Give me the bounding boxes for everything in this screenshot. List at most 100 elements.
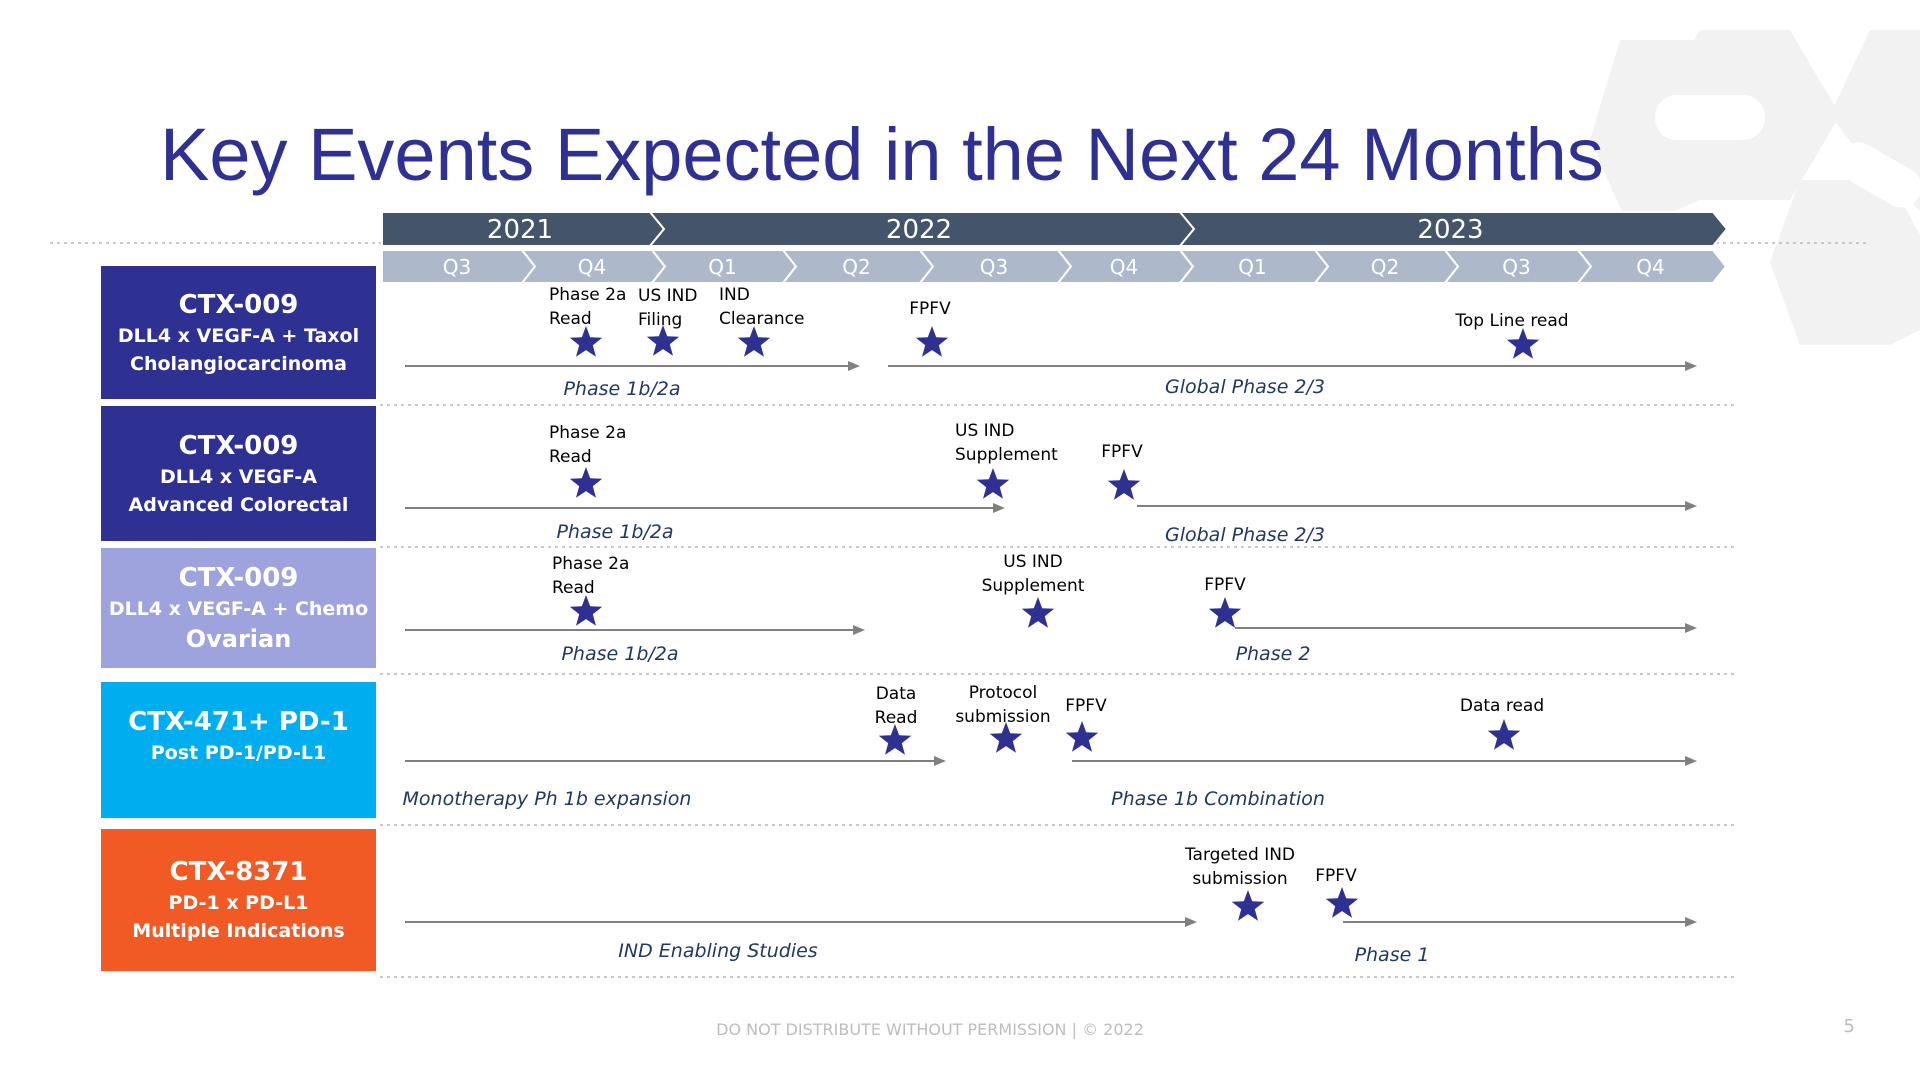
milestone-star-icon	[989, 722, 1023, 753]
year-label: 2022	[886, 215, 952, 245]
program-label-ctx-009-cholangiocarcinoma: CTX-009 DLL4 x VEGF-A + Taxol Cholangioc…	[101, 266, 376, 399]
program-label-ctx-009-colorectal: CTX-009 DLL4 x VEGF-A Advanced Colorecta…	[101, 406, 376, 541]
program-name: CTX-009	[178, 430, 299, 461]
event-label: FPFV	[1101, 442, 1143, 462]
event-label: FPFV	[909, 299, 951, 319]
event-label: Read	[549, 447, 592, 467]
phase-label: IND Enabling Studies	[618, 940, 818, 962]
milestone-star-icon	[1065, 721, 1099, 752]
year-label: 2023	[1417, 215, 1483, 245]
phase-label: Phase 1b/2a	[556, 521, 673, 543]
event-label: submission	[1192, 869, 1287, 889]
event-label: Read	[552, 578, 595, 598]
milestone-star-icon	[1208, 597, 1242, 628]
milestone-star-icon	[878, 724, 912, 755]
phase-label: Global Phase 2/3	[1165, 376, 1325, 398]
milestone-star-icon	[1506, 328, 1540, 359]
program-desc-line1: DLL4 x VEGF-A + Taxol	[117, 324, 360, 347]
program-name: CTX-8371	[169, 857, 308, 887]
event-label: Data read	[1460, 696, 1544, 716]
event-label: US IND	[955, 421, 1014, 441]
phase-label: Phase 2	[1236, 643, 1311, 665]
quarter-chevron	[1575, 249, 1728, 284]
event-label: US IND	[638, 286, 697, 306]
timeline-arrowhead	[1685, 501, 1697, 511]
quarter-label: Q1	[1238, 255, 1266, 279]
event-label: Phase 2a	[549, 423, 626, 443]
event-label: submission	[955, 707, 1050, 727]
event-label: Supplement	[955, 445, 1058, 465]
program-name: CTX-009	[178, 289, 299, 320]
milestone-star-icon	[646, 325, 680, 356]
phase-label: Global Phase 2/3	[1165, 524, 1325, 546]
timeline-arrowhead	[853, 625, 865, 635]
program-label-ctx-009-ovarian: CTX-009 DLL4 x VEGF-A + Chemo Ovarian	[101, 548, 376, 668]
event-label: IND	[719, 285, 750, 305]
phase-label: Phase 1b/2a	[563, 378, 680, 400]
timeline-arrowhead	[1185, 917, 1197, 927]
quarter-label: Q2	[1371, 255, 1399, 279]
milestone-star-icon	[569, 467, 603, 498]
phase-label: Phase 1b Combination	[1111, 788, 1325, 810]
milestone-star-icon	[1107, 469, 1141, 500]
milestone-star-icon	[569, 326, 603, 357]
timeline-arrowhead	[934, 756, 946, 766]
program-desc-line1: PD-1 x PD-L1	[168, 892, 309, 914]
event-label: FPFV	[1315, 866, 1357, 886]
page-number: 5	[1843, 1016, 1855, 1037]
milestone-star-icon	[915, 326, 949, 357]
timeline-arrowhead	[1685, 756, 1697, 766]
program-desc-line2: Multiple Indications	[132, 920, 345, 942]
program-desc-line1: DLL4 x VEGF-A	[160, 465, 317, 488]
event-label: FPFV	[1065, 696, 1107, 716]
phase-label: Phase 1	[1355, 944, 1430, 966]
event-label: Top Line read	[1454, 311, 1568, 331]
program-label-ctx-471: CTX-471+ PD-1 Post PD-1/PD-L1	[101, 682, 376, 818]
phase-label: Phase 1b/2a	[561, 643, 678, 665]
phase-label: Monotherapy Ph 1b expansion	[403, 788, 692, 810]
footer-text: DO NOT DISTRIBUTE WITHOUT PERMISSION | ©…	[716, 1020, 1144, 1039]
event-label: Phase 2a	[552, 554, 629, 574]
program-name: CTX-471+ PD-1	[128, 707, 349, 737]
event-label: US IND	[1003, 552, 1062, 572]
milestone-star-icon	[1231, 890, 1265, 921]
timeline-arrowhead	[1685, 623, 1697, 633]
timeline-arrowhead	[993, 503, 1005, 513]
event-label: Filing	[638, 310, 682, 330]
year-label: 2021	[487, 215, 553, 245]
milestone-star-icon	[1325, 887, 1359, 918]
event-label: Clearance	[719, 309, 804, 329]
quarter-label: Q3	[980, 255, 1008, 279]
timeline-arrowhead	[848, 361, 860, 371]
quarter-label: Q2	[842, 255, 870, 279]
event-label: FPFV	[1204, 575, 1246, 595]
event-label: Read	[875, 708, 918, 728]
event-label: Read	[549, 309, 592, 329]
quarter-label: Q3	[443, 255, 471, 279]
slide-title: Key Events Expected in the Next 24 Month…	[160, 113, 1604, 196]
event-label: Data	[876, 684, 917, 704]
event-label: Targeted IND	[1184, 845, 1295, 865]
milestone-star-icon	[976, 468, 1010, 499]
milestone-star-icon	[1021, 597, 1055, 628]
program-desc-line1: DLL4 x VEGF-A + Chemo	[108, 598, 369, 620]
event-label: Phase 2a	[549, 285, 626, 305]
quarter-label: Q4	[578, 255, 606, 279]
program-name: CTX-009	[178, 563, 299, 593]
program-desc-line2: Advanced Colorectal	[128, 493, 349, 516]
timeline-arrowhead	[1685, 917, 1697, 927]
milestone-star-icon	[569, 595, 603, 626]
program-label-ctx-8371: CTX-8371 PD-1 x PD-L1 Multiple Indicatio…	[101, 829, 376, 971]
quarter-label: Q1	[708, 255, 736, 279]
quarter-label: Q3	[1502, 255, 1530, 279]
program-desc-line1: Post PD-1/PD-L1	[150, 742, 327, 764]
quarter-label: Q4	[1110, 255, 1138, 279]
event-label: Protocol	[969, 683, 1038, 703]
timeline-arrowhead	[1685, 361, 1697, 371]
event-label: Supplement	[982, 576, 1085, 596]
program-desc-line2: Cholangiocarcinoma	[130, 352, 347, 375]
milestone-star-icon	[737, 326, 771, 357]
